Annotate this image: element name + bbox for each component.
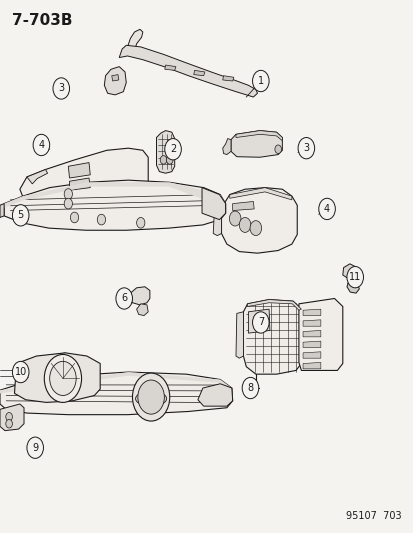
Text: 9: 9: [32, 443, 38, 453]
Circle shape: [64, 198, 72, 209]
Polygon shape: [193, 70, 204, 76]
Circle shape: [318, 198, 335, 220]
Polygon shape: [0, 372, 232, 415]
Circle shape: [27, 437, 43, 458]
Polygon shape: [298, 298, 342, 370]
Text: 10: 10: [14, 367, 27, 377]
Polygon shape: [235, 312, 243, 358]
Text: 6: 6: [121, 294, 127, 303]
Circle shape: [242, 377, 258, 399]
Polygon shape: [302, 330, 320, 337]
Circle shape: [12, 205, 29, 226]
Text: 2: 2: [169, 144, 176, 154]
Circle shape: [64, 189, 72, 199]
Circle shape: [138, 380, 164, 414]
Circle shape: [6, 419, 12, 428]
Circle shape: [164, 139, 181, 160]
Polygon shape: [302, 320, 320, 326]
Polygon shape: [126, 29, 142, 51]
Text: 7: 7: [257, 318, 263, 327]
Circle shape: [297, 138, 314, 159]
Polygon shape: [221, 188, 297, 253]
Circle shape: [249, 221, 261, 236]
Text: 8: 8: [247, 383, 253, 393]
Polygon shape: [235, 131, 282, 141]
Text: 1: 1: [257, 76, 263, 86]
Polygon shape: [68, 163, 90, 178]
Circle shape: [6, 413, 12, 421]
Circle shape: [252, 70, 268, 92]
Polygon shape: [112, 75, 119, 81]
Text: 95107  703: 95107 703: [345, 511, 401, 521]
Circle shape: [97, 214, 105, 225]
Polygon shape: [302, 352, 320, 358]
Circle shape: [166, 156, 173, 164]
Polygon shape: [119, 45, 257, 97]
Polygon shape: [302, 341, 320, 348]
Circle shape: [70, 212, 78, 223]
Polygon shape: [156, 131, 174, 173]
Circle shape: [136, 217, 145, 228]
Polygon shape: [229, 188, 291, 200]
Circle shape: [229, 211, 240, 226]
Circle shape: [132, 373, 169, 421]
Polygon shape: [222, 139, 230, 155]
Polygon shape: [346, 278, 358, 293]
Polygon shape: [104, 67, 126, 95]
Polygon shape: [213, 208, 221, 236]
Polygon shape: [4, 180, 225, 230]
Circle shape: [116, 288, 132, 309]
Text: 3: 3: [58, 84, 64, 93]
Polygon shape: [4, 182, 225, 208]
Circle shape: [346, 266, 363, 288]
Polygon shape: [230, 131, 282, 157]
Circle shape: [44, 354, 81, 402]
Text: 5: 5: [17, 211, 24, 220]
Polygon shape: [20, 148, 148, 212]
Polygon shape: [232, 201, 254, 211]
Polygon shape: [247, 300, 301, 310]
Polygon shape: [197, 384, 232, 406]
Ellipse shape: [135, 391, 166, 406]
Polygon shape: [164, 65, 176, 70]
Polygon shape: [0, 404, 24, 431]
Circle shape: [160, 156, 166, 164]
Polygon shape: [0, 372, 231, 393]
Polygon shape: [342, 264, 356, 278]
Circle shape: [252, 312, 268, 333]
Polygon shape: [243, 300, 301, 374]
Polygon shape: [0, 204, 4, 217]
Polygon shape: [69, 178, 90, 190]
Circle shape: [274, 145, 281, 154]
Circle shape: [12, 361, 29, 383]
Circle shape: [33, 134, 50, 156]
Polygon shape: [136, 304, 148, 316]
Circle shape: [53, 78, 69, 99]
Text: 4: 4: [38, 140, 44, 150]
Text: 4: 4: [323, 204, 329, 214]
Text: 7-703B: 7-703B: [12, 13, 72, 28]
Polygon shape: [302, 362, 320, 369]
Polygon shape: [129, 287, 150, 305]
Text: 11: 11: [348, 272, 361, 282]
Polygon shape: [222, 76, 233, 81]
Polygon shape: [302, 309, 320, 316]
Polygon shape: [202, 188, 225, 220]
Circle shape: [239, 217, 250, 232]
Text: 3: 3: [303, 143, 309, 153]
Circle shape: [50, 361, 76, 395]
Polygon shape: [27, 169, 47, 184]
Polygon shape: [14, 353, 100, 402]
Polygon shape: [248, 309, 269, 333]
